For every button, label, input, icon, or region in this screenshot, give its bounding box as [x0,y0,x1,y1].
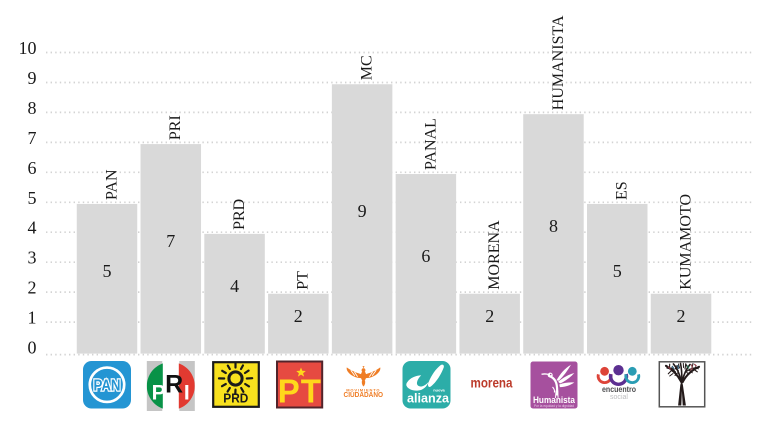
svg-text:morena: morena [471,376,513,391]
svg-text:PRD: PRD [223,391,248,406]
svg-text:8: 8 [28,98,37,118]
svg-text:PRD: PRD [231,199,248,230]
svg-text:T: T [301,373,321,410]
svg-text:P: P [152,382,166,405]
svg-text:PRI: PRI [167,115,184,140]
svg-text:MC: MC [359,55,376,80]
svg-text:2: 2 [28,278,37,298]
svg-text:PAN: PAN [103,169,120,200]
svg-text:Por la equidad y la dignidad: Por la equidad y la dignidad [534,404,574,408]
svg-text:PANAL: PANAL [422,118,439,170]
svg-text:encuentro: encuentro [602,384,636,394]
svg-text:KUMAMOTO: KUMAMOTO [677,194,694,290]
svg-text:2: 2 [677,306,686,326]
svg-text:7: 7 [28,128,37,148]
svg-text:social: social [610,394,628,401]
svg-text:PT: PT [295,271,312,290]
svg-text:MOVIMIENTO: MOVIMIENTO [346,387,380,392]
svg-text:4: 4 [28,218,37,238]
svg-text:I: I [184,382,190,405]
svg-text:5: 5 [103,261,112,281]
svg-text:nueva: nueva [433,388,445,393]
svg-text:10: 10 [19,38,37,58]
svg-text:9: 9 [358,201,367,221]
svg-text:1: 1 [28,308,37,328]
svg-text:MORENA: MORENA [486,220,503,290]
svg-text:6: 6 [421,246,430,266]
svg-text:7: 7 [166,231,175,251]
svg-text:PAN: PAN [94,378,121,395]
svg-text:4: 4 [230,276,239,296]
svg-text:5: 5 [613,261,622,281]
svg-text:2: 2 [485,306,494,326]
svg-text:6: 6 [28,158,37,178]
svg-text:3: 3 [28,248,37,268]
svg-text:P: P [278,373,300,410]
svg-text:R: R [165,371,183,399]
svg-text:8: 8 [549,216,558,236]
svg-text:alianza: alianza [407,392,450,406]
svg-text:CIUDADANO: CIUDADANO [344,390,384,399]
svg-text:2: 2 [294,306,303,326]
svg-text:0: 0 [28,338,37,358]
svg-text:ES: ES [614,181,631,200]
svg-text:5: 5 [28,188,37,208]
svg-text:HUMANISTA: HUMANISTA [550,15,567,110]
svg-text:9: 9 [28,68,37,88]
svg-text:Humanista: Humanista [533,395,576,406]
